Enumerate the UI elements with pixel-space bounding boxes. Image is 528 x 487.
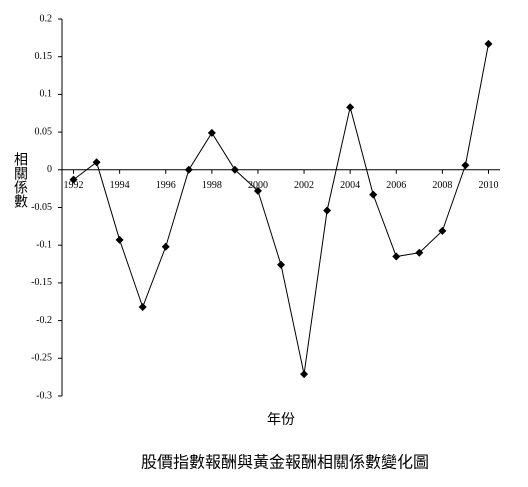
data-point — [161, 242, 170, 251]
x-tick-label: 2008 — [432, 180, 452, 191]
x-tick-label: 2010 — [478, 180, 498, 191]
x-tick-label: 2002 — [294, 180, 314, 191]
data-point — [184, 165, 193, 174]
data-point — [253, 186, 262, 195]
y-tick-label: 0.1 — [40, 89, 53, 100]
data-point — [230, 165, 239, 174]
data-point — [369, 190, 378, 199]
data-point — [92, 158, 101, 167]
y-axis-label: 相關係數 — [12, 152, 28, 208]
x-tick-label: 2004 — [340, 180, 360, 191]
y-tick-label: -0.05 — [31, 202, 52, 213]
y-tick-label: -0.2 — [36, 315, 52, 326]
data-line — [73, 43, 489, 375]
y-tick-label: 0.2 — [40, 13, 53, 24]
x-tick-label: 1992 — [64, 180, 84, 191]
data-point — [277, 260, 285, 269]
data-point — [207, 128, 216, 137]
data-point — [323, 206, 332, 215]
y-tick-label: 0 — [47, 164, 52, 175]
data-point — [300, 370, 309, 379]
data-point — [461, 161, 470, 170]
data-point — [484, 39, 493, 48]
data-point — [392, 252, 401, 261]
data-point — [438, 226, 447, 235]
x-axis-label: 年份 — [267, 412, 295, 428]
data-point — [69, 175, 78, 184]
y-tick-label: -0.15 — [31, 277, 52, 288]
x-tick-label: 1998 — [202, 180, 222, 191]
x-tick-label: 2006 — [386, 180, 406, 191]
data-point — [138, 303, 147, 312]
x-tick-label: 2000 — [248, 180, 268, 191]
data-point — [115, 235, 124, 244]
y-tick-label: -0.1 — [36, 239, 52, 250]
y-tick-label: -0.3 — [36, 390, 52, 401]
data-point — [346, 103, 355, 112]
y-tick-label: -0.25 — [31, 353, 52, 364]
y-tick-label: 0.05 — [35, 126, 53, 137]
x-tick-label: 1996 — [156, 180, 176, 191]
x-tick-label: 1994 — [110, 180, 130, 191]
chart-title: 股價指數報酬與黃金報酬相關係數變化圖 — [141, 453, 429, 472]
y-tick-label: 0.15 — [35, 51, 53, 62]
data-point — [415, 248, 424, 257]
